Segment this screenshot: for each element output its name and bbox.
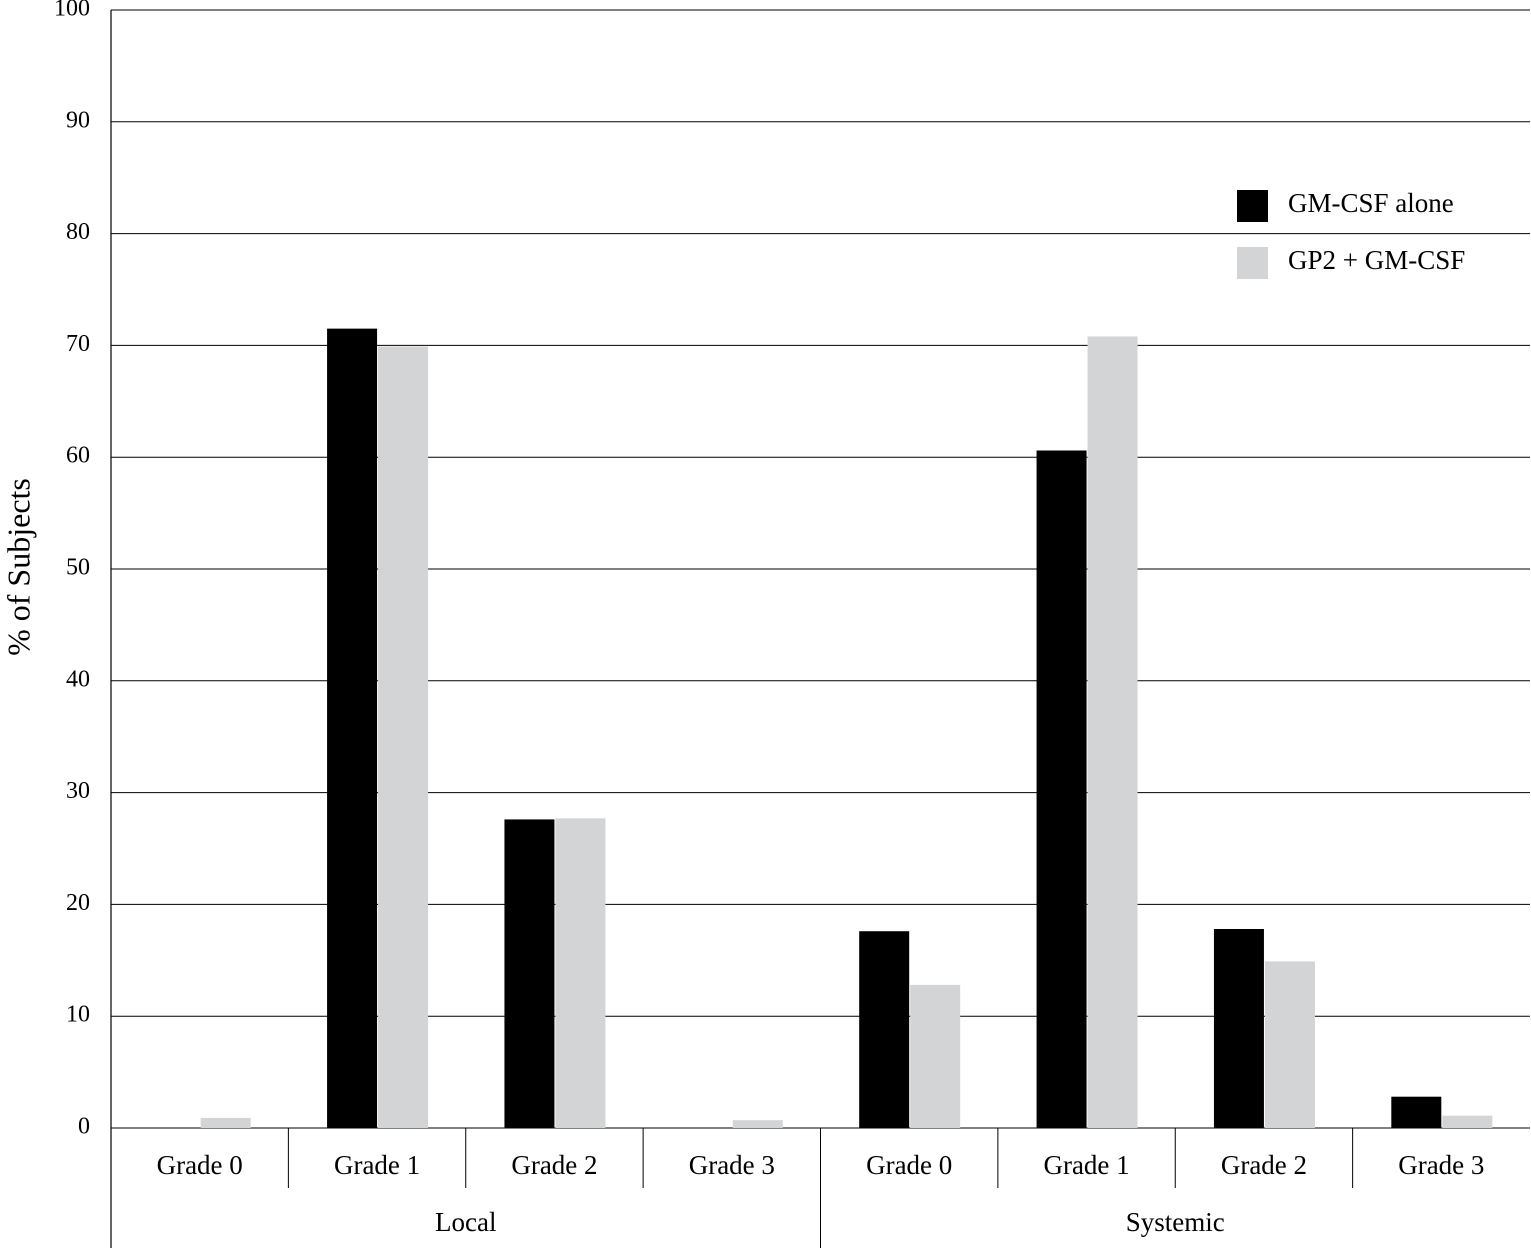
y-tick-label: 70: [66, 331, 90, 357]
bar: [555, 818, 606, 1128]
x-tick-label: Grade 1: [1043, 1150, 1129, 1180]
x-tick-label: Grade 0: [866, 1150, 952, 1180]
y-tick-label: 60: [66, 443, 90, 469]
legend-label: GP2 + GM-CSF: [1288, 245, 1465, 275]
x-tick-label: Grade 2: [511, 1150, 597, 1180]
y-tick-label: 0: [78, 1114, 90, 1140]
legend-swatch: [1237, 190, 1268, 222]
bar: [859, 931, 910, 1128]
group-label: Systemic: [1126, 1207, 1225, 1237]
bar: [732, 1120, 783, 1128]
y-tick-label: 40: [66, 666, 90, 692]
x-tick-label: Grade 1: [334, 1150, 420, 1180]
bar: [910, 984, 961, 1128]
y-tick-label: 10: [66, 1002, 90, 1028]
x-tick-label: Grade 0: [157, 1150, 243, 1180]
bar: [1264, 961, 1315, 1128]
y-tick-label: 50: [66, 555, 90, 581]
bar: [327, 328, 378, 1128]
y-tick-label: 90: [66, 107, 90, 133]
bar: [200, 1117, 251, 1128]
y-tick-label: 100: [54, 0, 90, 22]
bar: [504, 819, 555, 1128]
bar: [1391, 1096, 1442, 1128]
x-tick-label: Grade 2: [1221, 1150, 1307, 1180]
legend-swatch: [1237, 247, 1268, 279]
legend-label: GM-CSF alone: [1288, 188, 1454, 218]
y-axis-label: % of Subjects: [0, 478, 36, 656]
bar: [1213, 928, 1264, 1128]
x-tick-label: Grade 3: [1398, 1150, 1484, 1180]
bar: [1087, 336, 1138, 1128]
group-label: Local: [435, 1207, 496, 1237]
x-tick-label: Grade 3: [689, 1150, 775, 1180]
bar: [378, 346, 429, 1128]
y-tick-label: 30: [66, 778, 90, 804]
y-tick-label: 80: [66, 219, 90, 245]
y-tick-label: 20: [66, 890, 90, 916]
bar: [1036, 450, 1087, 1128]
bar: [1442, 1115, 1493, 1128]
